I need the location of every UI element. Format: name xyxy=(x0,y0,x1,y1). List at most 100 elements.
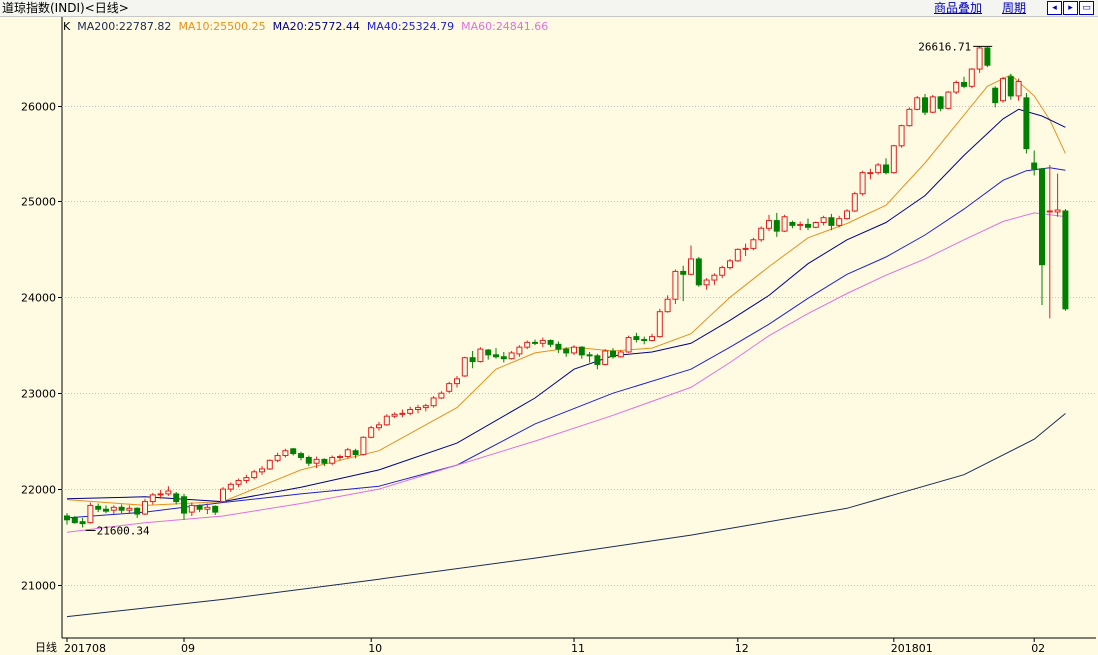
x-tick-label: 12 xyxy=(735,642,749,655)
candle-body xyxy=(625,337,632,353)
candle-body xyxy=(196,504,203,510)
candle-body xyxy=(610,350,616,358)
candle-body xyxy=(321,458,328,464)
candle-body xyxy=(968,68,975,87)
x-tick-label: 201708 xyxy=(64,642,106,655)
overlay-link[interactable]: 商品叠加 xyxy=(934,1,983,15)
candle-body xyxy=(446,383,453,392)
candle-body xyxy=(181,496,187,514)
candle-body xyxy=(758,227,765,241)
candle-body xyxy=(383,415,390,426)
candlestick-chart[interactable]: 21000 22000 23000 24000 25000 26000 201708 09 10… xyxy=(0,17,1098,655)
candle-body xyxy=(844,210,850,220)
candle-body xyxy=(555,343,562,350)
candle-body xyxy=(298,453,304,458)
candle-body xyxy=(539,339,546,344)
candle-body xyxy=(313,458,320,464)
candle-body xyxy=(836,218,843,226)
ma-line-ma200 xyxy=(66,413,1066,618)
candle-body xyxy=(415,407,421,411)
candle-body xyxy=(805,223,811,228)
candle-body xyxy=(79,521,86,525)
candle-body xyxy=(1039,168,1045,266)
ma-line-ma10 xyxy=(66,74,1066,506)
candle-body xyxy=(898,125,905,147)
candle-body xyxy=(1015,81,1022,97)
candle-body xyxy=(695,258,702,286)
candle-body xyxy=(149,494,156,503)
candle-body xyxy=(1023,97,1030,150)
candle-body xyxy=(586,354,593,357)
candle-body xyxy=(516,346,523,355)
candle-body xyxy=(220,488,226,503)
candle-body xyxy=(711,274,718,281)
x-tick-label: 10 xyxy=(368,642,382,655)
candle-body xyxy=(547,339,554,345)
candle-body xyxy=(188,504,195,513)
candle-body xyxy=(524,341,531,348)
candle-body xyxy=(532,341,538,344)
candle-body xyxy=(703,279,710,286)
title-bar: 道琼指数(INDI)<日线> 商品叠加 周期 ◂ ▸ ▭ xyxy=(0,0,1098,17)
candle-body xyxy=(563,348,570,354)
candle-body xyxy=(875,164,882,174)
x-tick-label: 02 xyxy=(1031,642,1045,655)
legend-item: MA200:22787.82 xyxy=(77,20,172,33)
candle-body xyxy=(157,493,164,496)
candle-body xyxy=(633,336,640,340)
candle-body xyxy=(719,267,726,276)
candle-body xyxy=(266,459,273,470)
candle-body xyxy=(282,450,289,457)
candle-body xyxy=(493,354,499,358)
x-tick-label: 201801 xyxy=(891,642,933,655)
candle-body xyxy=(734,248,741,262)
candle-body xyxy=(641,338,648,341)
candle-body xyxy=(992,87,999,104)
candle-body xyxy=(773,220,780,232)
x-tick-label: 11 xyxy=(571,642,585,655)
candle-body xyxy=(227,483,234,490)
candle-body xyxy=(812,221,819,228)
candle-body xyxy=(95,505,102,510)
candle-body xyxy=(165,490,172,495)
y-tick-label: 24000 xyxy=(21,292,56,305)
candle-body xyxy=(742,247,749,250)
candle-body xyxy=(883,164,889,174)
candle-body xyxy=(305,456,312,464)
legend-item: MA40:25324.79 xyxy=(366,20,455,33)
candle-body xyxy=(976,47,983,70)
candle-body xyxy=(454,378,460,385)
candle-body xyxy=(797,223,804,226)
legend-item: MA10:25500.25 xyxy=(178,20,266,33)
arrow-right-icon[interactable]: ▸ xyxy=(1063,1,1078,15)
candle-body xyxy=(344,449,351,457)
period-link[interactable]: 周期 xyxy=(1002,1,1027,15)
y-tick-label: 25000 xyxy=(21,196,56,209)
x-tick-label: 09 xyxy=(181,642,195,655)
candle-body xyxy=(867,172,874,175)
arrow-left-icon[interactable]: ◂ xyxy=(1047,1,1062,15)
candle-body xyxy=(851,193,858,212)
candle-body xyxy=(828,217,835,226)
y-tick-label: 21000 xyxy=(21,580,56,593)
candle-body xyxy=(290,448,297,455)
chart-title: 道琼指数(INDI)<日线> xyxy=(2,1,129,15)
candle-body xyxy=(1000,78,1006,102)
candle-body xyxy=(922,97,928,113)
candle-body xyxy=(259,468,265,473)
candle-body xyxy=(274,455,281,461)
candle-body xyxy=(235,479,242,485)
candle-body xyxy=(727,260,733,269)
candle-body xyxy=(368,427,375,438)
candle-body xyxy=(594,355,601,365)
candle-body xyxy=(329,456,336,464)
candle-body xyxy=(87,504,94,524)
candle-body xyxy=(243,477,250,481)
candle-body xyxy=(859,172,866,195)
candle-body xyxy=(890,145,897,174)
fit-icon[interactable]: ▭ xyxy=(1079,1,1094,15)
candle-body xyxy=(750,239,757,249)
legend-k-label: K xyxy=(63,20,71,33)
y-tick-label: 23000 xyxy=(21,388,56,401)
candle-body xyxy=(251,471,258,479)
